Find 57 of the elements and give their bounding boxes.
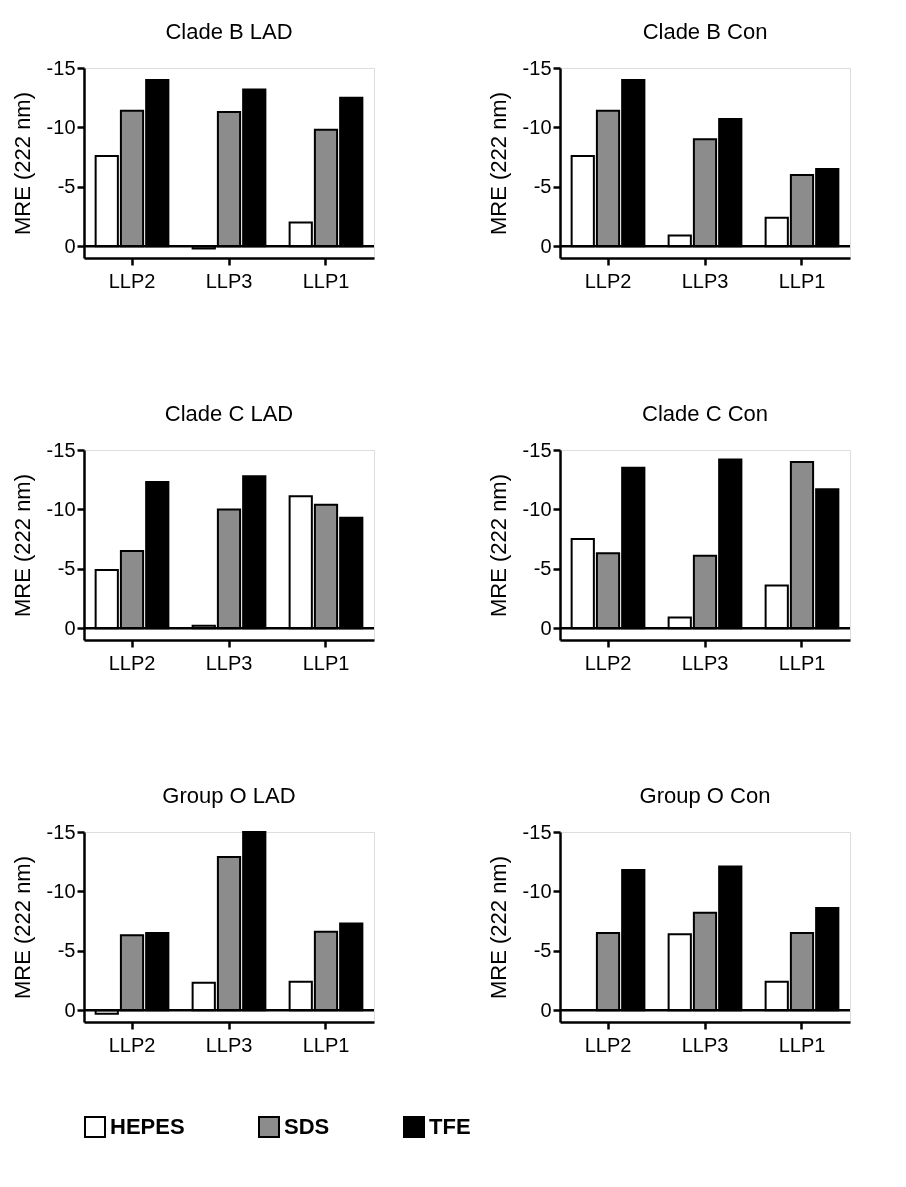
y-tick-label: -10 <box>46 879 76 902</box>
x-tick-label: LLP1 <box>778 269 826 292</box>
x-tick-label: LLP2 <box>108 651 156 674</box>
x-tick-label: LLP1 <box>302 269 350 292</box>
chart-title: Clade B LAD <box>165 19 293 44</box>
x-tick-label: LLP2 <box>584 1033 632 1056</box>
y-tick-label: -15 <box>522 438 552 461</box>
x-tick-label: LLP1 <box>778 1033 826 1056</box>
x-tick-label: LLP3 <box>205 1033 253 1056</box>
x-tick-label: LLP1 <box>302 1033 350 1056</box>
chart-title: Clade B Con <box>642 19 768 44</box>
x-tick-label: LLP2 <box>108 269 156 292</box>
legend-label: TFE <box>429 1114 471 1139</box>
y-tick-label: -15 <box>46 438 76 461</box>
legend-label: HEPES <box>110 1114 185 1139</box>
y-tick-label: -15 <box>522 56 552 79</box>
y-tick-label: 0 <box>540 616 552 639</box>
y-axis-title: MRE (222 nm) <box>485 91 511 236</box>
y-tick-label: -10 <box>46 115 76 138</box>
y-axis-title: MRE (222 nm) <box>9 473 35 618</box>
y-tick-label: -5 <box>533 175 552 198</box>
y-tick-label: -10 <box>46 497 76 520</box>
y-tick-label: -15 <box>46 56 76 79</box>
y-tick-label: -5 <box>57 557 76 580</box>
y-axis-title: MRE (222 nm) <box>9 91 35 236</box>
x-tick-label: LLP2 <box>584 651 632 674</box>
y-tick-label: -5 <box>57 939 76 962</box>
y-tick-label: -5 <box>57 175 76 198</box>
y-axis-title: MRE (222 nm) <box>485 855 511 1000</box>
y-tick-label: -10 <box>522 115 552 138</box>
y-tick-label: 0 <box>64 234 76 257</box>
y-tick-label: 0 <box>64 998 76 1021</box>
y-tick-label: -15 <box>522 820 552 843</box>
y-tick-label: -15 <box>46 820 76 843</box>
y-tick-label: 0 <box>64 616 76 639</box>
chart-title: Clade C LAD <box>164 401 294 426</box>
x-tick-label: LLP3 <box>681 1033 729 1056</box>
y-axis-title: MRE (222 nm) <box>9 855 35 1000</box>
y-tick-label: 0 <box>540 998 552 1021</box>
legend-label: SDS <box>284 1114 330 1139</box>
x-tick-label: LLP3 <box>681 651 729 674</box>
y-tick-label: -10 <box>522 879 552 902</box>
chart-title: Group O Con <box>639 783 771 808</box>
y-tick-label: -5 <box>533 939 552 962</box>
y-tick-label: -5 <box>533 557 552 580</box>
x-tick-label: LLP3 <box>205 269 253 292</box>
y-tick-label: -10 <box>522 497 552 520</box>
chart-title: Clade C Con <box>642 401 768 426</box>
chart-title: Group O LAD <box>162 783 296 808</box>
y-tick-label: 0 <box>540 234 552 257</box>
x-tick-label: LLP3 <box>681 269 729 292</box>
x-tick-label: LLP2 <box>108 1033 156 1056</box>
x-tick-label: LLP1 <box>302 651 350 674</box>
x-tick-label: LLP3 <box>205 651 253 674</box>
x-tick-label: LLP1 <box>778 651 826 674</box>
y-axis-title: MRE (222 nm) <box>485 473 511 618</box>
x-tick-label: LLP2 <box>584 269 632 292</box>
